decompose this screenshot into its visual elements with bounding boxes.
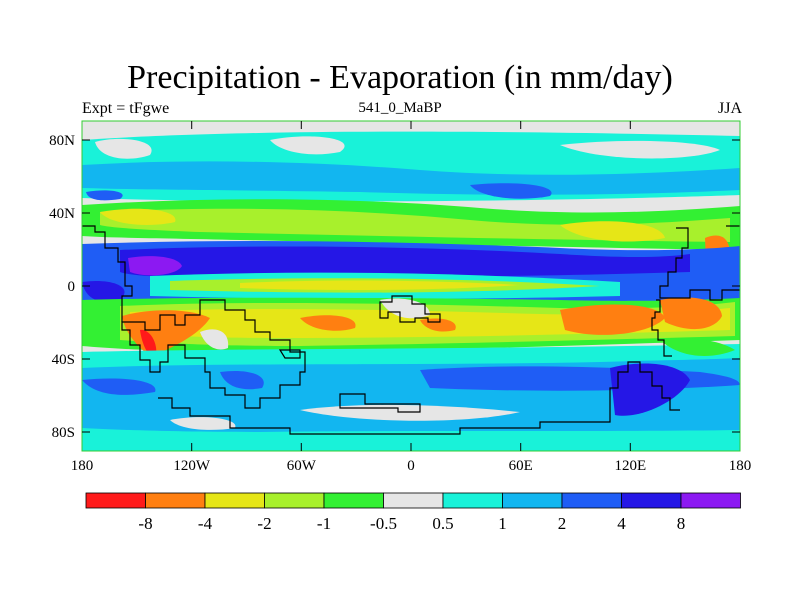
- axis-ticks: [82, 121, 740, 451]
- colorbar-swatch: [85, 492, 146, 509]
- asia-outline: [659, 227, 740, 301]
- south-blue-patch-2: [220, 370, 264, 390]
- north-blue-blob: [470, 183, 552, 199]
- colorbar-label: -0.5: [370, 514, 397, 533]
- lat-label: 40S: [52, 352, 75, 368]
- colorbar-swatch: [383, 492, 444, 509]
- lon-label: 60W: [287, 458, 317, 474]
- lon-label: 0: [407, 458, 415, 474]
- colorbar-label: 2: [558, 514, 567, 533]
- colorbar-label: 4: [617, 514, 626, 533]
- north-yellow-patch: [100, 208, 176, 225]
- map-title: Precipitation - Evaporation (in mm/day): [127, 59, 673, 96]
- colorbar-swatch: [145, 492, 206, 509]
- longitude-labels: 180 120W 60W 0 60E 120E 180: [71, 458, 752, 474]
- colorbar-swatch: [621, 492, 682, 509]
- colorbar-swatch: [204, 492, 265, 509]
- season-label: JJA: [717, 100, 742, 117]
- colorbar-swatch: [323, 492, 384, 509]
- south-gray-patch-2: [170, 417, 236, 430]
- north-lime-band: [100, 208, 730, 242]
- australia-outline: [651, 299, 672, 357]
- itcz-violet: [128, 256, 182, 276]
- north-blue-blob-2: [86, 190, 123, 201]
- colorbar-swatch: [561, 492, 622, 509]
- lon-label: 180: [729, 458, 752, 474]
- itcz-darkblue: [120, 246, 690, 278]
- lat-label: 0: [68, 279, 76, 295]
- continent-outlines: [82, 225, 740, 435]
- time-label: 541_0_MaBP: [358, 100, 442, 116]
- north-sky-band: [82, 161, 740, 195]
- colorbar-swatch: [502, 492, 563, 509]
- indian-ocean-orange: [560, 304, 665, 335]
- lat-label: 80S: [52, 425, 75, 441]
- antarctica-outline: [158, 361, 680, 435]
- precip-evap-field: [82, 121, 740, 451]
- south-blue-patch: [82, 378, 156, 395]
- colorbar-label: 0.5: [432, 514, 453, 533]
- southern-ocean-darkblue: [610, 363, 690, 416]
- africa-outline: [379, 295, 441, 323]
- south-america-outline: [121, 299, 306, 409]
- colorbar-label: -4: [198, 514, 213, 533]
- colorbar-swatch: [442, 492, 503, 509]
- arctic-gray-patch-2: [270, 136, 345, 155]
- colorbar-label: 8: [677, 514, 686, 533]
- lon-label: 60E: [509, 458, 533, 474]
- lat-label: 40N: [49, 206, 75, 222]
- colorbar-swatch: [264, 492, 325, 509]
- lat-label: 80N: [49, 133, 75, 149]
- asia-yellow-patch: [560, 221, 665, 242]
- sea-island-outline: [278, 349, 301, 359]
- equatorial-yellow: [240, 280, 520, 290]
- colorbar-label: -1: [317, 514, 331, 533]
- south-atlantic-orange: [300, 315, 356, 331]
- lon-label: 120E: [614, 458, 646, 474]
- australia-orange: [660, 297, 722, 330]
- arctic-gray-patch-3: [560, 140, 720, 159]
- lon-label: 180: [71, 458, 94, 474]
- lon-label: 120W: [173, 458, 211, 474]
- arctic-gray-patch: [95, 138, 152, 159]
- andes-gray-patch: [200, 329, 229, 350]
- west-pacific-darkblue: [82, 280, 125, 302]
- colorbar: -8 -4 -2 -1 -0.5 0.5 1 2 4 8: [85, 492, 741, 533]
- north-america-outline: [82, 225, 133, 322]
- experiment-label: Expt = tFgwe: [82, 100, 170, 117]
- south-gray-patch: [300, 404, 520, 421]
- colorbar-label: -8: [138, 514, 152, 533]
- colorbar-label: 1: [498, 514, 507, 533]
- latitude-labels: 80N 40N 0 40S 80S: [49, 133, 75, 441]
- colorbar-swatch: [680, 492, 741, 509]
- south-green-patch: [660, 338, 735, 356]
- colorbar-label: -2: [257, 514, 271, 533]
- antarctic-island-outline: [339, 393, 421, 413]
